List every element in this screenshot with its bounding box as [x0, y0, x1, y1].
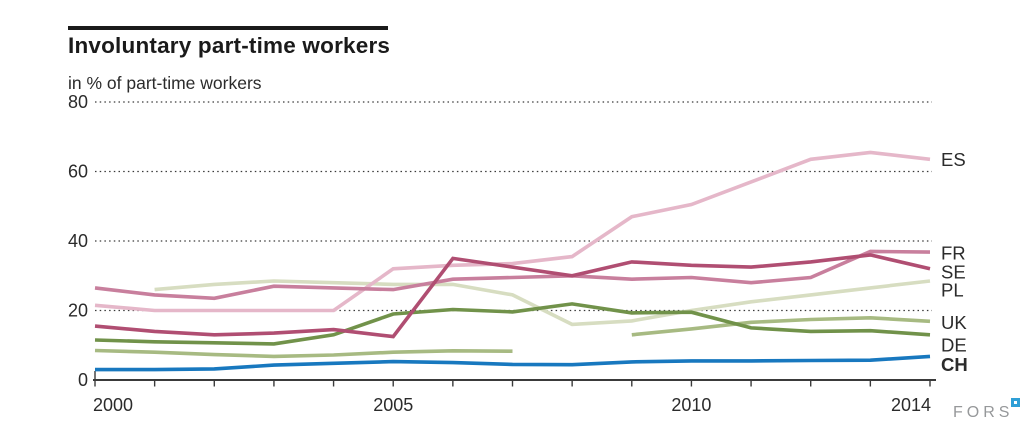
series-line-CH: [95, 354, 931, 372]
y-tick-label-80: 80: [68, 92, 88, 112]
series-label-UK: UK: [941, 312, 967, 333]
y-tick-label-0: 0: [78, 370, 88, 390]
y-tick-label-60: 60: [68, 162, 88, 182]
series-label-CH: CH: [941, 354, 968, 375]
series-line-SE: [94, 253, 931, 339]
series-line-ES: [94, 150, 931, 313]
series-lines: [94, 150, 931, 372]
series-line-FR: [94, 249, 931, 301]
series-line-UK: [94, 348, 513, 359]
fors-logo-square-icon: [1011, 398, 1020, 407]
y-tick-label-20: 20: [68, 301, 88, 321]
x-tick-label-2014: 2014: [891, 395, 931, 415]
y-tick-labels: 0 20 40 60 80: [68, 92, 88, 390]
fors-logo: FORS: [953, 404, 1014, 421]
y-tick-label-40: 40: [68, 231, 88, 251]
title-rule: [68, 26, 388, 30]
series-line-UK: [631, 315, 931, 337]
series-label-ES: ES: [941, 149, 966, 170]
chart-title: Involuntary part-time workers: [68, 33, 391, 58]
series-label-PL: PL: [941, 279, 964, 300]
x-tick-labels: 2000 2005 2010 2014: [93, 395, 931, 415]
series-label-SE: SE: [941, 261, 966, 282]
series-line-DE: [94, 302, 931, 346]
x-tick-label-2000: 2000: [93, 395, 133, 415]
x-tick-label-2010: 2010: [671, 395, 711, 415]
x-axis: [93, 371, 936, 387]
chart-subtitle: in % of part-time workers: [68, 73, 262, 93]
series-label-FR: FR: [941, 243, 966, 264]
x-tick-label-2005: 2005: [373, 395, 413, 415]
series-label-DE: DE: [941, 334, 967, 355]
